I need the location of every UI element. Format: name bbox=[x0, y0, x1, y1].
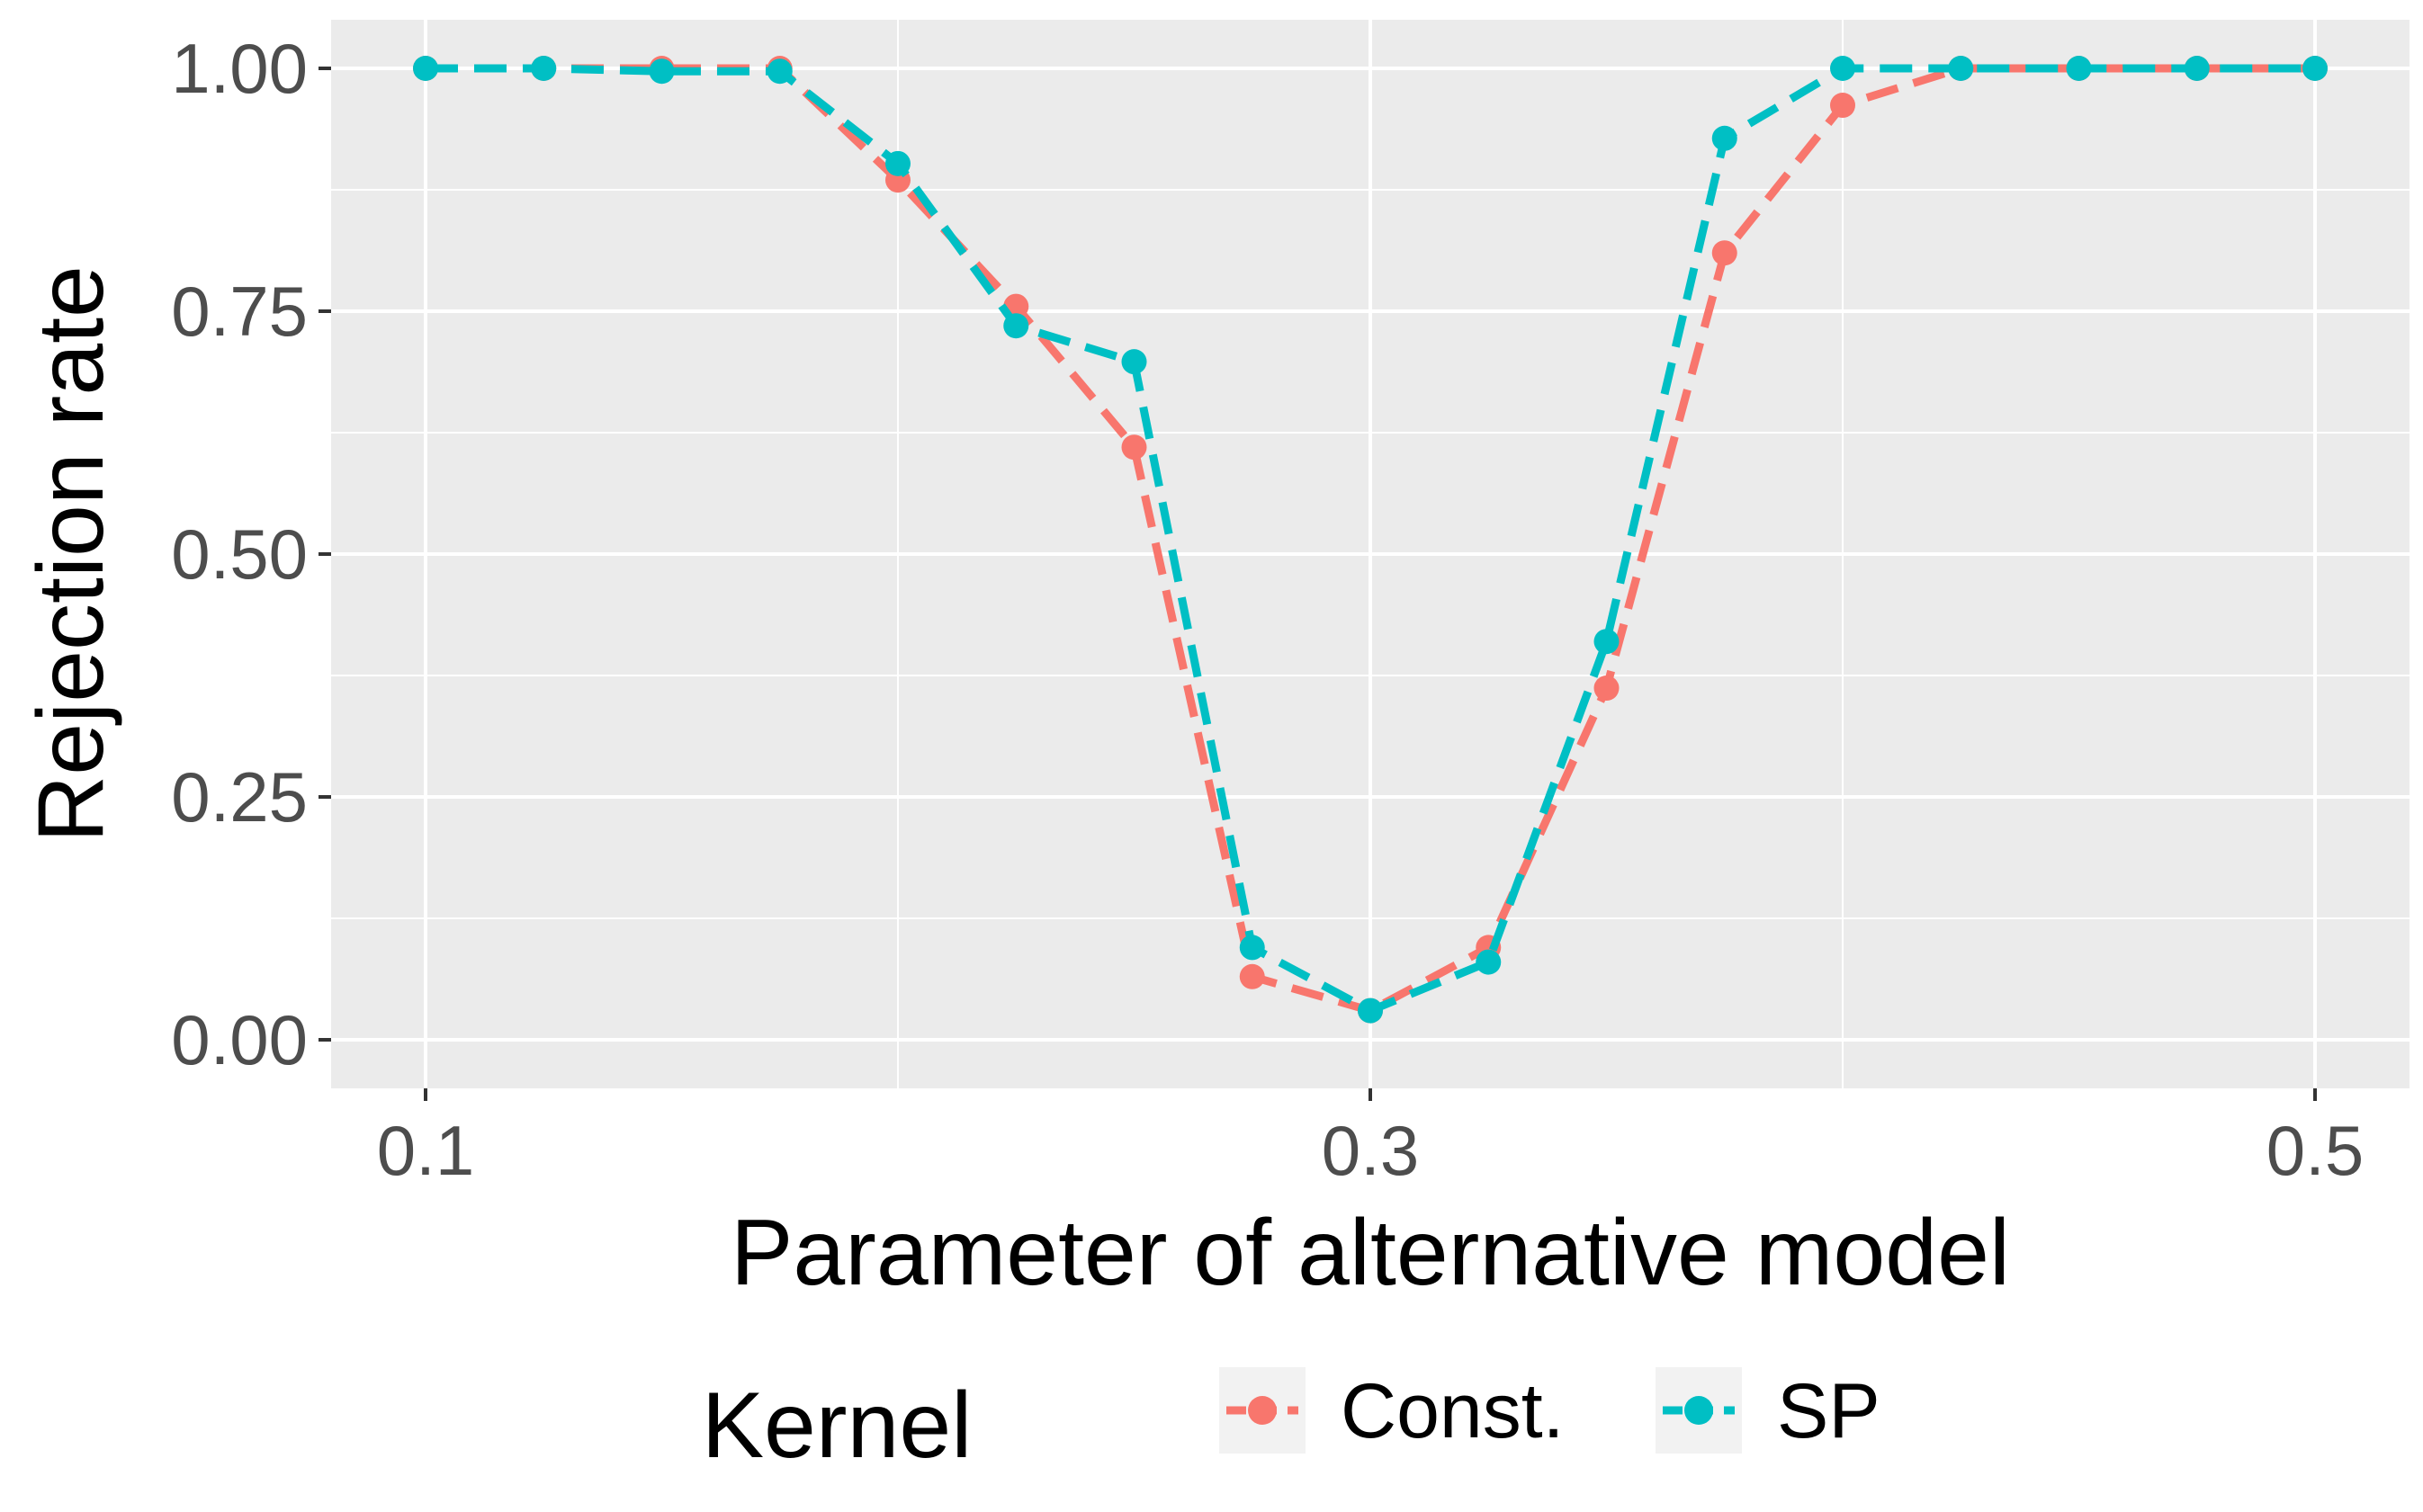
data-point bbox=[1003, 313, 1029, 339]
data-point bbox=[2184, 56, 2210, 81]
legend-title: Kernel bbox=[702, 1373, 973, 1478]
legend-label: SP bbox=[1777, 1368, 1880, 1454]
data-point bbox=[413, 56, 438, 81]
data-point bbox=[1239, 935, 1265, 961]
legend-key-point bbox=[1684, 1396, 1713, 1425]
y-tick-label: 0.00 bbox=[171, 1000, 308, 1079]
x-axis-title: Parameter of alternative model bbox=[731, 1201, 2010, 1305]
legend: Kernel Const. SP bbox=[702, 1367, 1880, 1478]
y-tick-label: 0.50 bbox=[171, 514, 308, 594]
y-tick-label: 0.25 bbox=[171, 757, 308, 837]
data-point bbox=[1121, 349, 1147, 375]
data-point bbox=[649, 58, 675, 85]
series-layer bbox=[413, 56, 2328, 1024]
y-axis: 0.00 0.25 0.50 0.75 1.00 bbox=[171, 29, 331, 1079]
legend-label: Const. bbox=[1341, 1368, 1565, 1454]
x-tick-label: 0.3 bbox=[1322, 1111, 1419, 1190]
x-tick-label: 0.1 bbox=[377, 1111, 474, 1190]
y-tick-label: 1.00 bbox=[171, 29, 308, 108]
data-point bbox=[1593, 629, 1620, 655]
x-axis: 0.1 0.3 0.5 bbox=[377, 1088, 2364, 1190]
data-point bbox=[1476, 949, 1502, 975]
data-point bbox=[1830, 93, 1855, 119]
data-point bbox=[1711, 240, 1737, 266]
data-point bbox=[1358, 998, 1383, 1024]
data-point bbox=[1711, 125, 1737, 151]
data-point bbox=[885, 150, 911, 176]
y-tick-label: 0.75 bbox=[171, 272, 308, 351]
legend-key-point bbox=[1248, 1396, 1277, 1425]
data-point bbox=[2066, 56, 2092, 81]
y-axis-title: Rejection rate bbox=[19, 265, 123, 843]
data-point bbox=[1948, 56, 1974, 81]
data-point bbox=[1121, 434, 1147, 461]
data-point bbox=[1239, 963, 1265, 989]
x-tick-label: 0.5 bbox=[2266, 1111, 2364, 1190]
data-point bbox=[1593, 675, 1620, 702]
data-point bbox=[531, 56, 557, 81]
series-1 bbox=[413, 56, 2328, 1024]
data-point bbox=[2302, 56, 2328, 81]
data-point bbox=[1830, 56, 1855, 81]
data-point bbox=[767, 58, 793, 85]
